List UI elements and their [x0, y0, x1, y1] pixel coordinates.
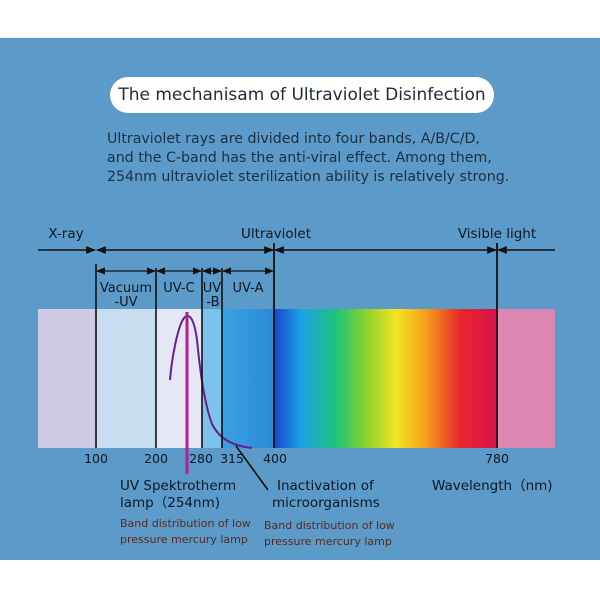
uva-label: UV-A — [233, 281, 264, 296]
page-title: The mechanisam of Ultraviolet Disinfecti… — [110, 77, 494, 113]
inactivation-pointer — [235, 445, 269, 491]
vacuum-uv-label: Vacuum — [100, 281, 152, 296]
visible-band — [274, 309, 496, 448]
title-text: The mechanisam of Ultraviolet Disinfecti… — [118, 85, 486, 105]
xray-band — [38, 309, 96, 448]
visible-light-label: Visible light — [458, 226, 536, 242]
tick-label: 200 — [144, 451, 168, 466]
infrared-band — [496, 309, 555, 448]
ultraviolet-label: Ultraviolet — [241, 226, 311, 242]
inactivation-label: Inactivation of — [277, 478, 375, 494]
background-panel — [0, 38, 600, 560]
intro-line: Ultraviolet rays are divided into four b… — [107, 131, 480, 147]
xray-label: X-ray — [48, 226, 83, 242]
intro-line: and the C-band has the anti-viral effect… — [107, 150, 492, 166]
intro-line: 254nm ultraviolet sterilization ability … — [107, 169, 510, 185]
uva-band — [222, 309, 274, 448]
tick-label: 315 — [220, 451, 244, 466]
vacuum-uv-band — [96, 309, 156, 448]
lamp-label-2: lamp（254nm) — [120, 495, 220, 511]
tick-label: 280 — [189, 451, 213, 466]
lamp-label: UV Spektrotherm — [120, 478, 236, 494]
lamp-note: Band distribution of low — [120, 517, 251, 530]
lamp-note-2: pressure mercury lamp — [120, 533, 248, 546]
uvb-label-2: -B — [206, 295, 219, 310]
lamp-spectrum-curve — [169, 314, 253, 449]
inactivation-note: Band distribution of low — [264, 519, 395, 532]
tick-label: 780 — [485, 451, 509, 466]
uvc-label: UV-C — [163, 281, 194, 296]
vacuum-uv-label-2: -UV — [114, 295, 137, 310]
inactivation-note-2: pressure mercury lamp — [264, 535, 392, 548]
inactivation-label-2: microorganisms — [272, 495, 380, 511]
wavelength-axis-label: Wavelength（nm) — [432, 478, 553, 494]
uvb-label: UV — [203, 281, 222, 296]
tick-label: 400 — [263, 451, 287, 466]
tick-label: 100 — [84, 451, 108, 466]
intro-paragraph: Ultraviolet rays are divided into four b… — [107, 130, 547, 187]
uvb-band — [202, 309, 222, 448]
